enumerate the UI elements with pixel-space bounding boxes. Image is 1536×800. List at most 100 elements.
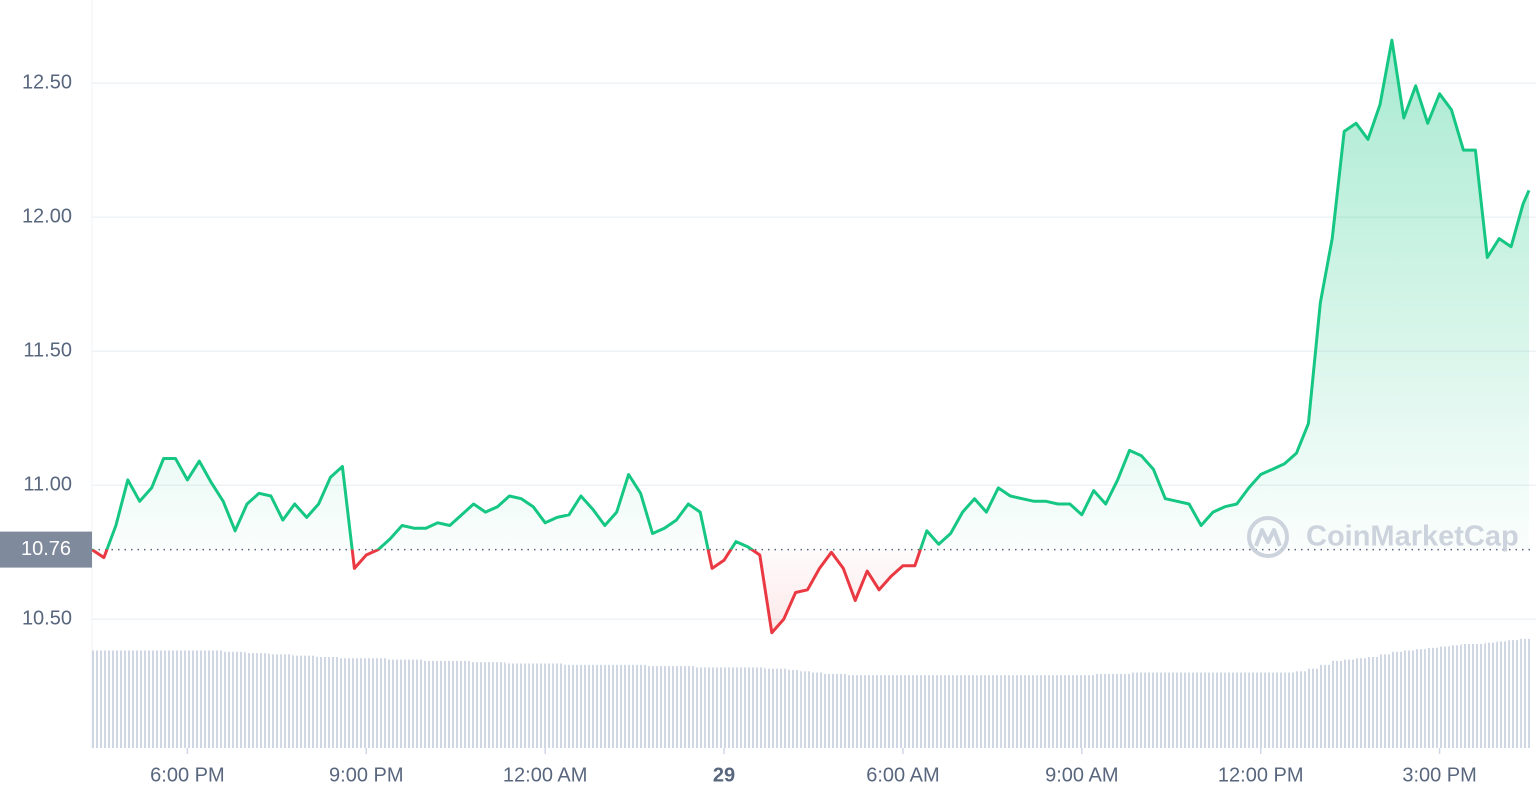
volume-bar	[552, 663, 565, 748]
volume-bar	[540, 663, 553, 748]
volume-bar	[493, 662, 506, 748]
volume-bar	[387, 659, 399, 748]
volume-bar	[871, 675, 883, 748]
volume-bar	[1118, 673, 1131, 748]
volume-bar	[823, 673, 836, 748]
volume-bar	[564, 664, 576, 748]
volume-bar	[151, 650, 163, 748]
x-tick-label: 9:00 AM	[1045, 764, 1118, 786]
volume-bar	[375, 658, 388, 748]
volume-bar	[1472, 644, 1485, 748]
volume-bar	[693, 667, 706, 748]
volume-bar	[174, 650, 187, 748]
volume-bar	[410, 659, 423, 748]
volume-bar	[682, 666, 694, 748]
volume-bar	[304, 655, 317, 748]
volume-bar	[623, 664, 635, 748]
volume-bar	[269, 654, 281, 748]
volume-bar	[1508, 640, 1521, 748]
volume-bar	[1272, 672, 1285, 748]
x-tick-label: 12:00 PM	[1218, 764, 1304, 786]
volume-bar	[363, 658, 376, 748]
volume-bar	[1378, 654, 1391, 748]
volume-bar	[1366, 657, 1379, 748]
volume-bar	[752, 667, 765, 748]
volume-bar	[1095, 673, 1108, 748]
volume-bar	[127, 650, 140, 748]
volume-bar	[1425, 647, 1438, 748]
volume-bar	[1520, 638, 1532, 748]
volume-bar	[257, 653, 270, 748]
volume-bar	[705, 667, 718, 748]
volume-bar	[953, 675, 966, 748]
volume-bar	[764, 668, 777, 748]
volume-bar	[835, 673, 848, 748]
volume-bar	[729, 667, 742, 748]
volume-bar	[245, 653, 258, 748]
volume-bar	[198, 650, 211, 748]
volume-bar	[1484, 642, 1497, 748]
y-tick-label: 11.00	[23, 474, 72, 496]
volume-bar	[1142, 672, 1155, 748]
volume-bar	[1413, 649, 1426, 748]
volume-bar	[930, 675, 942, 748]
volume-bar	[398, 659, 411, 748]
volume-bar	[1059, 675, 1072, 748]
volume-bar	[1390, 651, 1403, 748]
y-tick-label: 11.50	[23, 339, 72, 361]
baseline-label: 10.76	[21, 538, 71, 560]
volume-bar	[599, 664, 612, 748]
volume-bar	[139, 650, 152, 748]
x-tick-label: 29	[713, 764, 735, 786]
volume-bar	[611, 664, 624, 748]
price-line	[91, 38, 1531, 635]
volume-bar	[1024, 675, 1037, 748]
volume-bar	[221, 651, 234, 748]
volume-bar	[434, 660, 447, 748]
volume-bar	[658, 666, 671, 748]
volume-bar	[634, 664, 647, 748]
volume-bar	[162, 650, 175, 748]
volume-bar	[1036, 675, 1049, 748]
volume-bar	[906, 675, 919, 748]
volume-bar	[505, 663, 517, 748]
volume-bar	[1331, 660, 1344, 748]
volume-bar	[1343, 659, 1355, 748]
volume-bar	[1225, 672, 1237, 748]
volume-bar	[186, 650, 199, 748]
volume-bar	[1213, 672, 1226, 748]
volume-bar	[516, 663, 529, 748]
volume-bar	[717, 667, 730, 748]
volume-bar	[1154, 672, 1167, 748]
volume-bar	[1461, 644, 1473, 748]
volume-bar	[422, 660, 435, 748]
volume-bar	[1201, 672, 1214, 748]
volume-bar	[446, 660, 458, 748]
volume-bar	[481, 662, 494, 748]
volume-bar	[1354, 658, 1367, 748]
volume-bar	[741, 667, 753, 748]
volume-bar	[918, 675, 931, 748]
watermark-logo-mark	[1254, 528, 1282, 547]
watermark: CoinMarketCap	[1247, 516, 1519, 558]
volume-bar	[92, 650, 104, 748]
volume-bar	[115, 650, 128, 748]
volume-bar	[1071, 675, 1084, 748]
volume-bar	[670, 666, 683, 748]
watermark-text: CoinMarketCap	[1306, 521, 1519, 553]
y-tick-label: 10.50	[22, 608, 72, 630]
volume-bar	[1189, 672, 1202, 748]
volume-bar	[1402, 650, 1414, 748]
price-area	[92, 40, 1529, 633]
volume-bar	[1000, 675, 1013, 748]
volume-bar	[989, 675, 1001, 748]
volume-bar	[210, 650, 222, 748]
volume-bar	[1177, 672, 1190, 748]
volume-bar	[233, 651, 246, 748]
volume-bar	[457, 660, 470, 748]
volume-bar	[812, 672, 824, 748]
baseline-label-box	[0, 531, 92, 568]
x-tick-label: 12:00 AM	[503, 764, 588, 786]
volume-bar	[1012, 675, 1025, 748]
volume-bar	[316, 657, 329, 748]
